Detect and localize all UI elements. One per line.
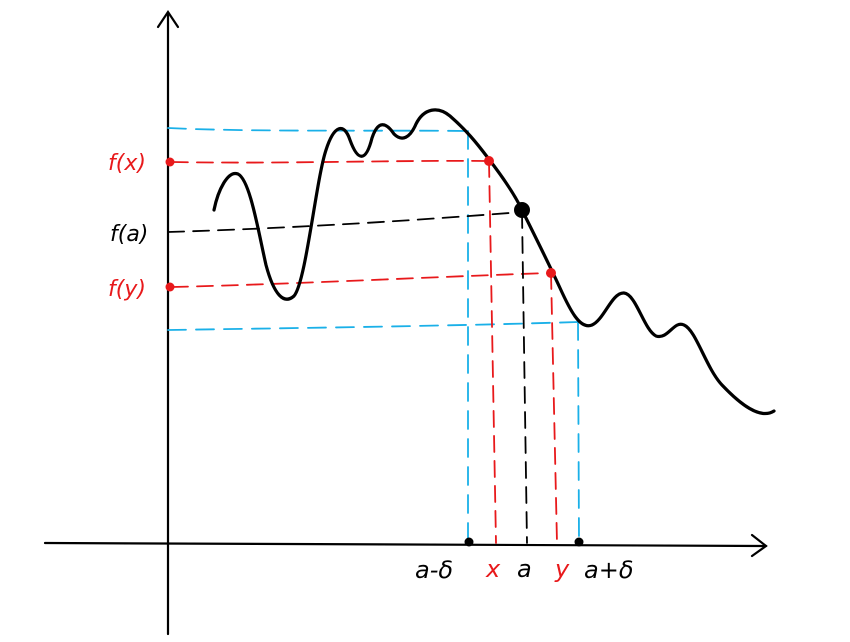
function-curve — [212, 108, 776, 416]
fy-horizontal — [171, 272, 552, 288]
upper-bound-line — [167, 127, 469, 132]
point-fa-on-curve — [514, 202, 530, 218]
fa-horizontal — [167, 211, 523, 233]
label-f-a: f(a) — [110, 222, 148, 247]
axes — [43, 10, 768, 636]
delta-band-guides — [167, 127, 580, 542]
x-axis — [43, 541, 768, 548]
a-plus-delta-vertical — [577, 321, 580, 542]
label-x: x — [485, 555, 501, 583]
a-vertical — [521, 211, 528, 544]
y-axis-arrowhead — [156, 10, 180, 29]
labels: f(x) f(a) f(y) a-δ x a y a+δ — [108, 151, 634, 584]
label-a-plus-delta: a+δ — [584, 556, 634, 584]
fx-horizontal — [171, 159, 490, 164]
point-fx-axis — [165, 157, 175, 167]
lower-bound-line — [167, 321, 579, 331]
a-guides — [167, 211, 528, 544]
point-fy-axis — [165, 282, 175, 292]
point-fy-on-curve — [546, 268, 556, 278]
label-f-y: f(y) — [108, 277, 146, 302]
label-y: y — [554, 555, 570, 583]
label-a-minus-delta: a-δ — [415, 556, 453, 584]
y-vertical — [550, 272, 558, 544]
point-fx-on-curve — [484, 156, 494, 166]
label-f-x: f(x) — [108, 151, 146, 176]
x-vertical — [488, 160, 497, 544]
point-a-minus-delta — [464, 537, 474, 547]
label-a: a — [517, 555, 532, 583]
xy-guides — [171, 159, 558, 544]
x-axis-arrowhead — [750, 533, 768, 558]
point-a-plus-delta — [574, 537, 584, 547]
points — [165, 156, 584, 547]
